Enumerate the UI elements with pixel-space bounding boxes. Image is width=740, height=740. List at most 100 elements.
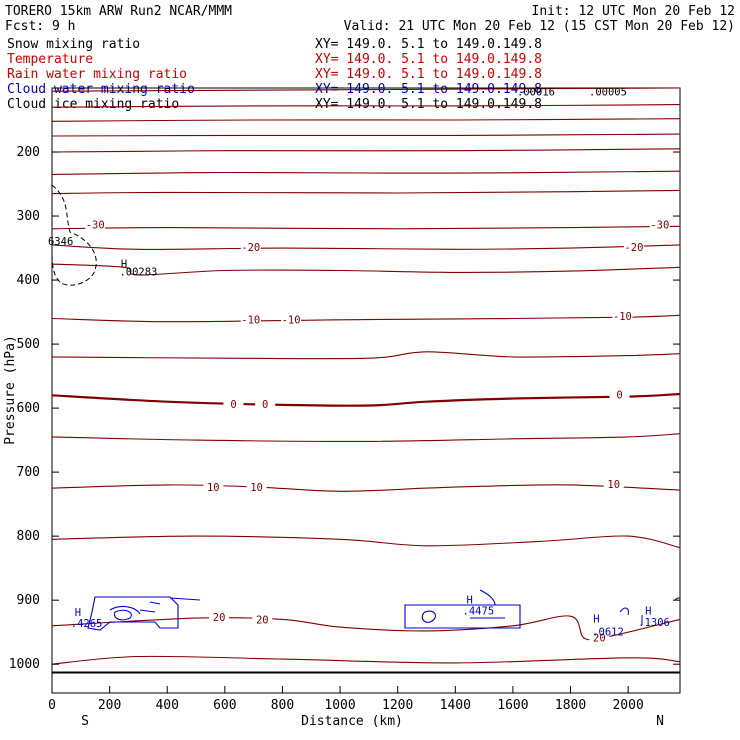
x-tick-label: 1000 <box>324 698 355 713</box>
x-tick-label: 1400 <box>440 698 471 713</box>
x-tick-label: 0 <box>48 698 56 713</box>
extremum-label: H <box>75 607 81 619</box>
top-contour-label: .00005 <box>589 87 627 99</box>
cloud-water-inner-west <box>113 601 161 621</box>
y-tick-label: 200 <box>17 145 40 160</box>
isotherm-m55 <box>52 104 680 108</box>
temperature-label-bg <box>589 631 610 644</box>
temperature-label-bg <box>603 477 624 490</box>
legend-xy-rain: XY= 149.0. 5.1 to 149.0.149.8 <box>315 67 542 82</box>
y-tick-label: 300 <box>17 209 40 224</box>
y-tick-label: 1000 <box>9 657 40 672</box>
temperature-label: 20 <box>256 615 269 627</box>
isotherm-m25 <box>52 225 680 230</box>
extremum-label: .00283 <box>119 267 157 279</box>
temperature-label-bg <box>281 313 302 326</box>
hydrometeor-layer <box>52 184 680 631</box>
x-tick-label: 200 <box>98 698 121 713</box>
legend-label-rain: Rain water mixing ratio <box>7 67 187 82</box>
temperature-label: 10 <box>250 482 263 494</box>
isotherm-m50 <box>52 118 680 122</box>
temperature-label-bg <box>246 481 267 494</box>
temperature-label: 0 <box>262 399 268 411</box>
legend-xy-snow: XY= 149.0. 5.1 to 149.0.149.8 <box>315 37 542 52</box>
x-tick-label: 600 <box>213 698 236 713</box>
temperature-label: 10 <box>607 479 620 491</box>
isotherm-5 <box>52 433 680 442</box>
temperature-label: 0 <box>230 399 236 411</box>
isotherm-m45 <box>52 133 680 137</box>
cloud-water-contour-central <box>404 589 521 629</box>
x-tick-label: 800 <box>271 698 294 713</box>
temperature-label: 0 <box>616 389 622 401</box>
extremum-label: H <box>121 258 127 270</box>
y-tick-label: 900 <box>17 593 40 608</box>
temperature-label: -30 <box>650 220 669 232</box>
y-axis-title: Pressure (hPa) <box>3 335 18 445</box>
temperature-label-bg <box>252 613 273 626</box>
temperature-label-bg <box>203 481 224 494</box>
temperature-label: -20 <box>624 242 643 254</box>
isotherm-m20 <box>52 244 680 250</box>
isotherm-0 <box>52 392 680 407</box>
temperature-label: -30 <box>86 220 105 232</box>
cloud-water-contour-east <box>619 597 680 625</box>
extremum-label: .1306 <box>638 617 670 629</box>
top-contour-label: .00016 <box>517 87 555 99</box>
isotherm-m40 <box>52 148 680 153</box>
temperature-label-bg <box>85 218 106 231</box>
temperature-label: 20 <box>593 633 606 645</box>
legend-label-snow: Snow mixing ratio <box>7 37 140 52</box>
isotherm-20 <box>52 615 680 641</box>
temperature-label-bg <box>240 241 261 254</box>
isotherm-m60 <box>52 88 680 92</box>
isotherm-layer <box>52 88 680 674</box>
temperature-label: 20 <box>213 612 226 624</box>
temperature-label: -10 <box>241 314 260 326</box>
temperature-label-bg <box>209 611 230 624</box>
y-tick-label: 600 <box>17 401 40 416</box>
isotherm-m15 <box>52 263 680 276</box>
isotherm-10 <box>52 484 680 492</box>
x-end-label-north: N <box>656 714 664 729</box>
isotherm-25 <box>52 655 680 665</box>
temperature-label-bg <box>240 313 261 326</box>
forecast-hour: Fcst: 9 h <box>5 19 75 34</box>
isotherm-m35 <box>52 170 680 175</box>
y-tick-label: 400 <box>17 273 40 288</box>
isotherm-m10 <box>52 314 680 323</box>
x-tick-label: 1200 <box>382 698 413 713</box>
snow-contour <box>52 184 97 286</box>
extremum-label: .4475 <box>463 605 495 617</box>
extremum-label: H <box>645 605 651 617</box>
x-end-label-south: S <box>81 714 89 729</box>
cloud-water-contour-west <box>87 596 201 631</box>
isotherm-m30 <box>52 189 680 195</box>
legend-label-cloud-water: Cloud water mixing ratio <box>7 82 195 97</box>
x-tick-label: 1600 <box>497 698 528 713</box>
plot-frame <box>51 87 681 694</box>
temperature-label-bg <box>612 310 633 323</box>
temperature-label: -20 <box>241 242 260 254</box>
temperature-label-bg <box>623 241 644 254</box>
valid-time: Valid: 21 UTC Mon 20 Feb 12 (15 CST Mon … <box>344 19 735 34</box>
legend-label-temperature: Temperature <box>7 52 93 67</box>
temperature-label-bg <box>223 397 244 410</box>
temperature-label-bg <box>609 388 630 401</box>
extremum-label: .4265 <box>71 618 103 630</box>
isotherm-15 <box>52 535 680 549</box>
model-title: TORERO 15km ARW Run2 NCAR/MMM <box>5 4 232 19</box>
extremum-label: H <box>467 594 473 606</box>
legend-xy-temperature: XY= 149.0. 5.1 to 149.0.149.8 <box>315 52 542 67</box>
extremum-label: 6346 <box>48 236 73 248</box>
isotherm-m5 <box>52 351 680 360</box>
temperature-label: -10 <box>282 314 301 326</box>
x-tick-label: 1800 <box>555 698 586 713</box>
temperature-label-bg <box>649 218 670 231</box>
y-tick-label: 700 <box>17 465 40 480</box>
x-tick-label: 400 <box>155 698 178 713</box>
legend-xy-cloud-ice: XY= 149.0. 5.1 to 149.0.149.8 <box>315 97 542 112</box>
